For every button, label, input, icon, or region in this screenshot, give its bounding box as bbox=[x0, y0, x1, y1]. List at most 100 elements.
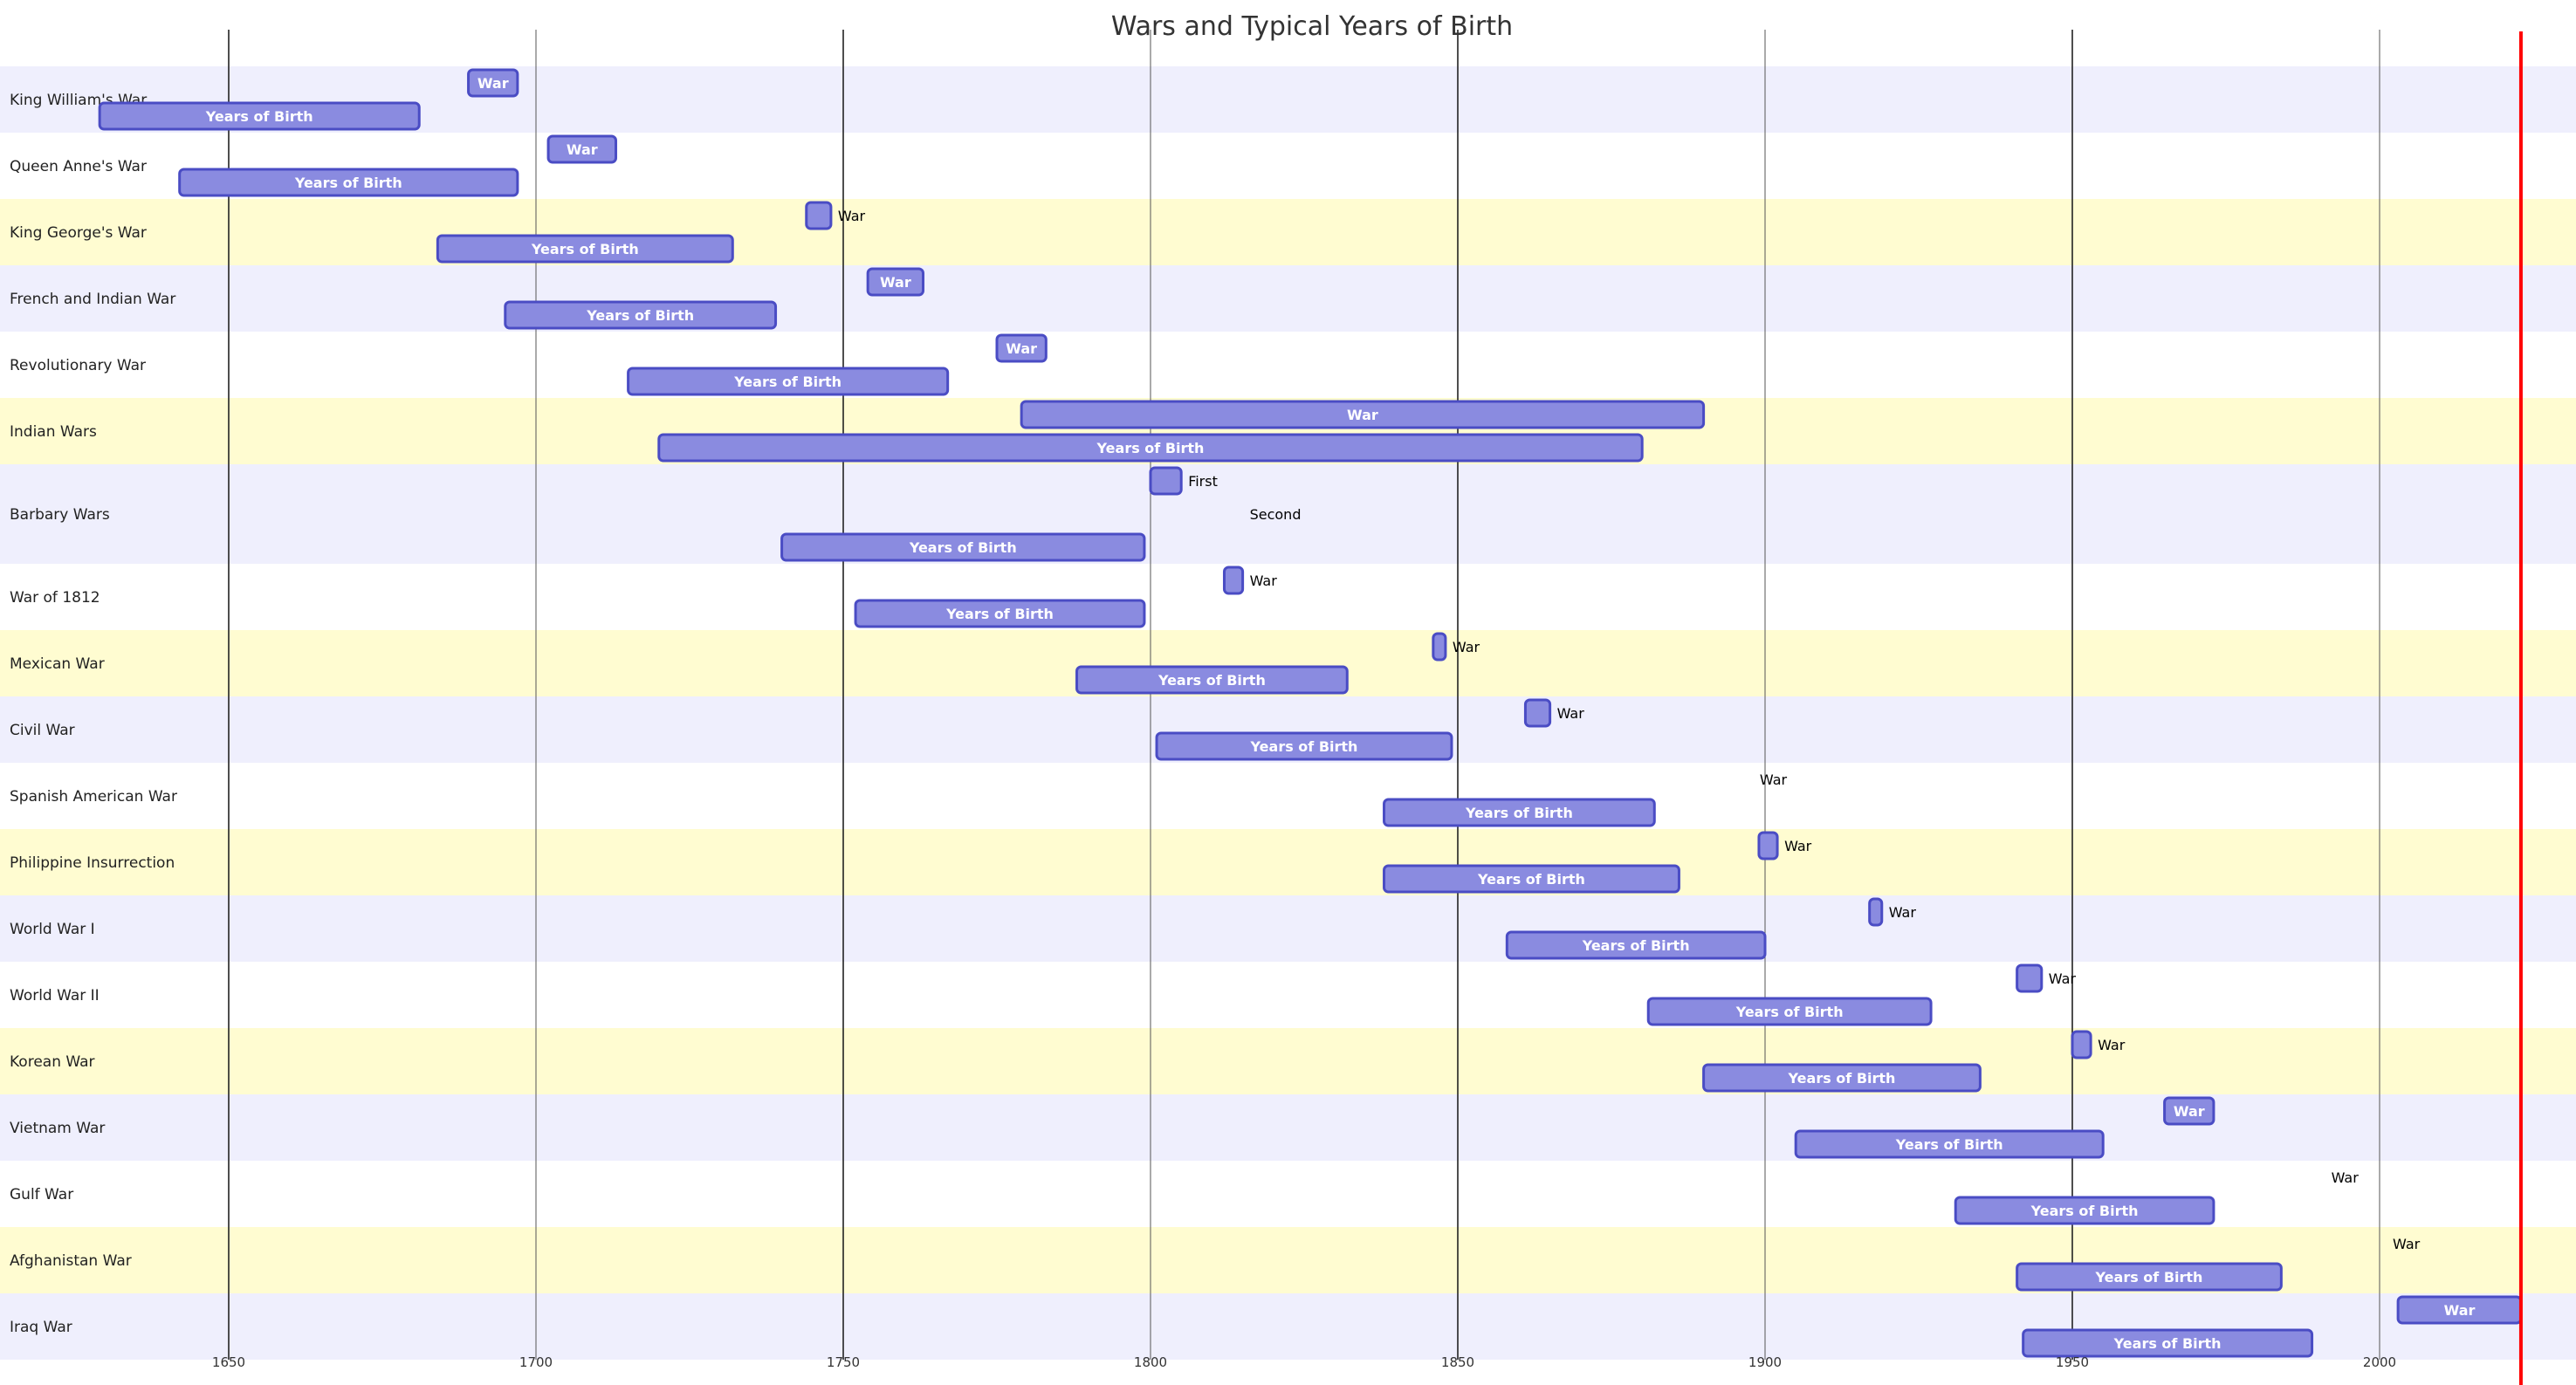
task-bar bbox=[2071, 1030, 2092, 1059]
task-bar bbox=[1523, 698, 1552, 728]
task-bar bbox=[1075, 665, 1349, 695]
section-band bbox=[0, 1094, 2576, 1161]
x-tick-label: 1750 bbox=[827, 1354, 860, 1370]
section-band bbox=[0, 265, 2576, 332]
x-axis-ticks: 1650 1700 1750 1800 1850 1900 1950 2000 bbox=[212, 1354, 2396, 1370]
task-label: Years of Birth bbox=[531, 241, 639, 257]
x-tick-label: 1950 bbox=[2056, 1354, 2089, 1370]
task-bar bbox=[627, 367, 950, 396]
task-label: Years of Birth bbox=[1250, 738, 1358, 755]
task-label: Years of Birth bbox=[1465, 805, 1573, 821]
x-tick-label: 2000 bbox=[2363, 1354, 2396, 1370]
task-label: War bbox=[477, 75, 509, 92]
task-label: Years of Birth bbox=[1477, 871, 1585, 888]
section-band bbox=[0, 763, 2576, 829]
task-label: Years of Birth bbox=[945, 606, 1054, 622]
task-bar bbox=[1020, 400, 1706, 429]
section-band bbox=[0, 1028, 2576, 1094]
x-tick-label: 1800 bbox=[1134, 1354, 1167, 1370]
task-bar bbox=[1155, 731, 1453, 761]
task-label: Second bbox=[1250, 506, 1302, 523]
task-bar bbox=[1222, 566, 1245, 595]
section-band bbox=[0, 464, 2576, 564]
x-tick-label: 1650 bbox=[212, 1354, 245, 1370]
chart-title: Wars and Typical Years of Birth bbox=[1111, 11, 1513, 42]
task-bar bbox=[866, 267, 925, 297]
section-label: Mexican War bbox=[10, 655, 105, 673]
task-label: War bbox=[838, 208, 866, 224]
task-label: Years of Birth bbox=[1895, 1136, 2003, 1153]
task-bar bbox=[2022, 1328, 2314, 1358]
section-label: Queen Anne's War bbox=[10, 158, 147, 175]
section-label: French and Indian War bbox=[10, 291, 175, 308]
section-band bbox=[0, 66, 2576, 133]
task-bar bbox=[1954, 1196, 2215, 1225]
section-label: World War II bbox=[10, 987, 100, 1004]
task-label: Years of Birth bbox=[205, 108, 313, 125]
task-label: War bbox=[1784, 838, 1812, 854]
task-label: War bbox=[2049, 970, 2077, 987]
task-label: War bbox=[1453, 639, 1480, 655]
x-tick-label: 1850 bbox=[1441, 1354, 1474, 1370]
section-band bbox=[0, 829, 2576, 895]
task-label: War bbox=[2174, 1103, 2205, 1120]
task-bar bbox=[504, 300, 778, 330]
task-bars: War Years of Birth War Years of Birth War Yea… bbox=[98, 68, 2523, 1358]
section-label: Revolutionary War bbox=[10, 357, 146, 374]
task-label: Years of Birth bbox=[909, 539, 1017, 556]
task-bar bbox=[2016, 963, 2044, 993]
task-label: Years of Birth bbox=[2113, 1335, 2222, 1352]
task-bar bbox=[2163, 1096, 2215, 1126]
task-label: War bbox=[1889, 904, 1917, 921]
task-bar bbox=[546, 134, 618, 164]
task-label: War bbox=[1006, 340, 1037, 357]
task-label: Years of Birth bbox=[1582, 937, 1690, 954]
section-label: War of 1812 bbox=[10, 589, 100, 607]
task-label: War bbox=[2444, 1302, 2476, 1319]
section-bands bbox=[0, 66, 2576, 1360]
section-label: King George's War bbox=[10, 224, 147, 242]
task-bar bbox=[995, 333, 1048, 363]
task-bar bbox=[1646, 997, 1933, 1026]
task-label: Years of Birth bbox=[2095, 1269, 2203, 1286]
task-label: Years of Birth bbox=[1096, 440, 1205, 456]
section-label: Philippine Insurrection bbox=[10, 854, 175, 872]
task-bar bbox=[178, 168, 519, 197]
section-band bbox=[0, 332, 2576, 398]
task-bar bbox=[780, 532, 1146, 562]
task-label: Years of Birth bbox=[1157, 672, 1266, 689]
task-bar bbox=[2016, 1262, 2283, 1292]
task-label: War bbox=[880, 274, 911, 291]
task-label: Years of Birth bbox=[1735, 1004, 1844, 1020]
task-label: Years of Birth bbox=[586, 307, 694, 324]
task-bar bbox=[1757, 831, 1779, 860]
section-label: Afghanistan War bbox=[10, 1252, 132, 1270]
task-label: Years of Birth bbox=[2030, 1203, 2139, 1219]
task-label: War bbox=[1557, 705, 1585, 722]
task-bar bbox=[1432, 632, 1447, 662]
task-bar bbox=[657, 433, 1644, 463]
task-label: First bbox=[1188, 473, 1218, 490]
section-label: Spanish American War bbox=[10, 788, 177, 806]
section-label: Gulf War bbox=[10, 1186, 73, 1203]
task-bar bbox=[1383, 864, 1680, 894]
task-label: Years of Birth bbox=[733, 374, 841, 390]
task-bar bbox=[98, 101, 421, 131]
task-bar bbox=[467, 68, 519, 98]
task-bar bbox=[805, 201, 833, 230]
task-label: War bbox=[567, 141, 598, 158]
x-tick-label: 1900 bbox=[1748, 1354, 1782, 1370]
task-label: War bbox=[1250, 573, 1278, 589]
task-label: War bbox=[1760, 771, 1788, 788]
section-band bbox=[0, 199, 2576, 265]
task-label: Years of Birth bbox=[1788, 1070, 1896, 1087]
task-bar bbox=[1794, 1129, 2105, 1159]
section-label: Civil War bbox=[10, 722, 75, 739]
task-bar bbox=[1702, 1063, 1982, 1093]
section-label: Iraq War bbox=[10, 1319, 72, 1336]
task-label: War bbox=[2393, 1236, 2421, 1252]
section-band bbox=[0, 895, 2576, 962]
task-label: Years of Birth bbox=[294, 175, 402, 191]
